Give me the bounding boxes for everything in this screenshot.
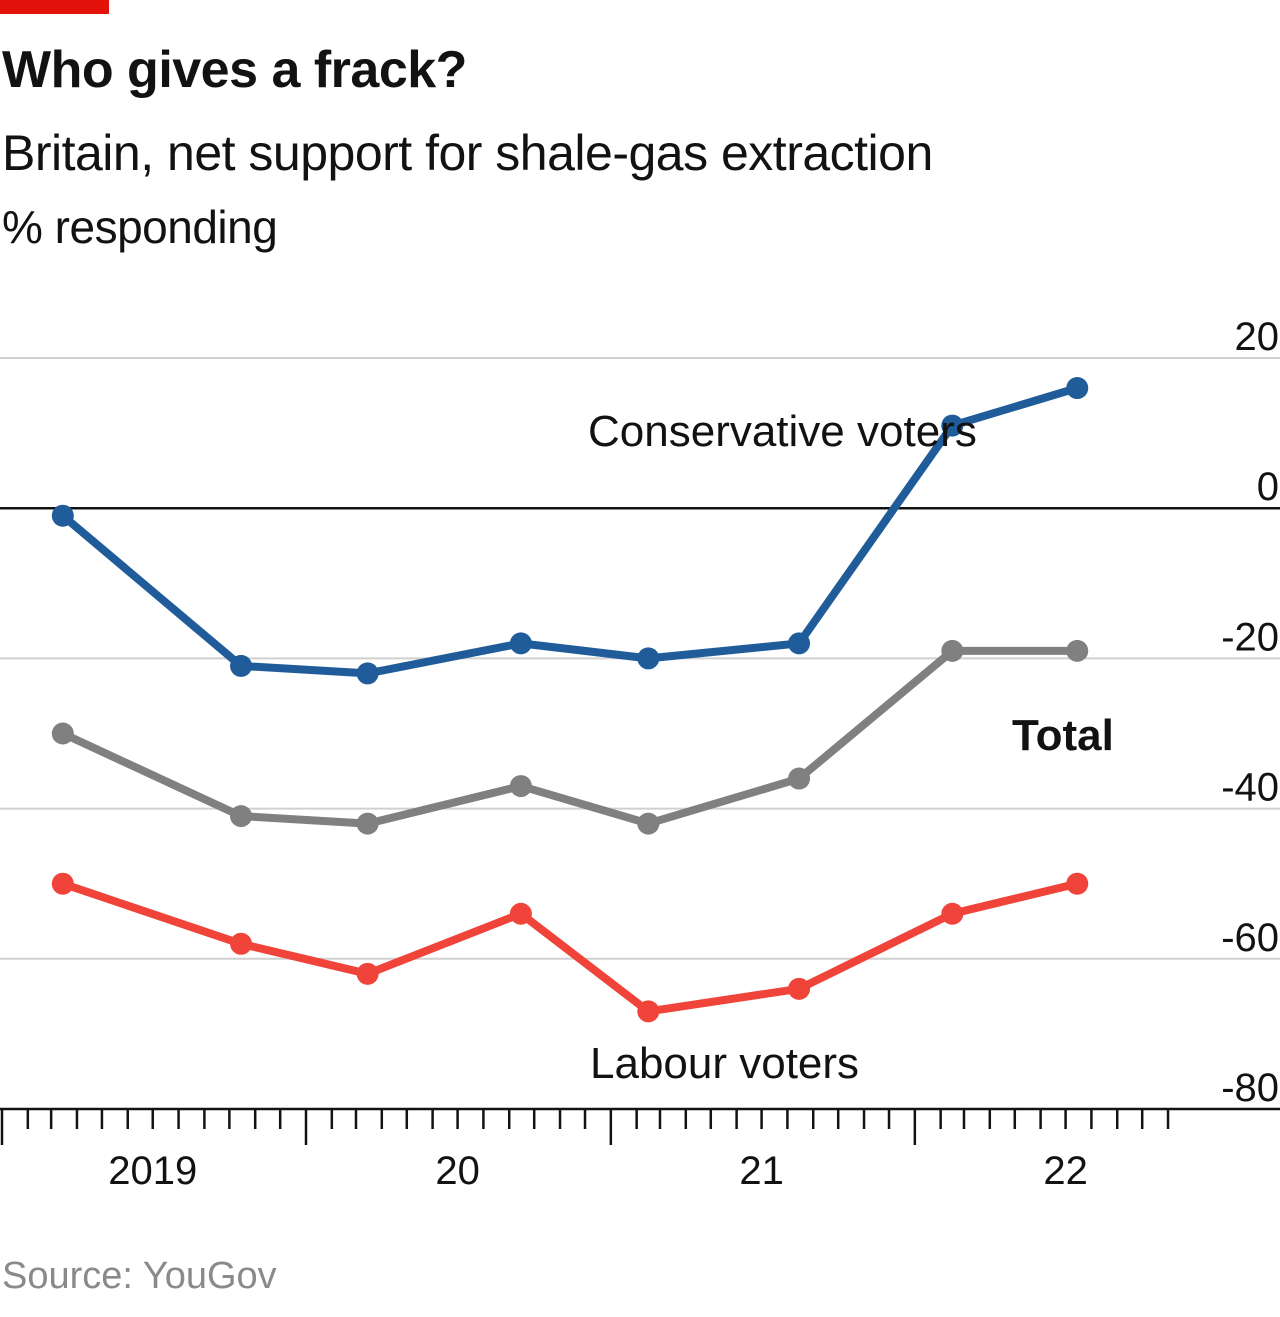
data-point <box>230 805 253 828</box>
chart-subtitle: Britain, net support for shale-gas extra… <box>2 125 933 181</box>
data-point <box>941 414 964 437</box>
data-point <box>356 962 379 985</box>
data-point <box>51 504 74 527</box>
data-point <box>509 632 532 655</box>
y-tick-label: -40 <box>1221 766 1279 810</box>
y-tick-label: -20 <box>1221 615 1279 659</box>
data-point <box>51 872 74 895</box>
x-tick-label: 2019 <box>108 1149 197 1193</box>
x-tick-label: 20 <box>435 1149 480 1193</box>
y-tick-label: 0 <box>1257 465 1279 509</box>
brand-accent-bar <box>0 0 109 14</box>
x-tick-label: 22 <box>1043 1149 1088 1193</box>
series-line-conservative-voters <box>58 384 1082 678</box>
data-point <box>356 662 379 685</box>
y-tick-label: 20 <box>1235 315 1280 359</box>
series-label: Total <box>1012 711 1114 760</box>
chart-title: Who gives a frack? <box>2 41 467 99</box>
data-point <box>230 932 253 955</box>
data-point <box>637 647 660 670</box>
data-point <box>941 902 964 925</box>
data-point <box>356 812 379 835</box>
data-point <box>637 1000 660 1023</box>
data-point <box>509 902 532 925</box>
data-point <box>788 977 811 1000</box>
series-label: Labour voters <box>590 1039 859 1088</box>
data-point <box>1066 639 1089 662</box>
line-chart: 20 0 -20 -40 -60 -80 2019 20 21 22 Conservative vo… <box>0 315 1280 1193</box>
data-point <box>788 767 811 790</box>
x-tick-label: 21 <box>739 1149 784 1193</box>
data-point <box>941 639 964 662</box>
data-point <box>637 812 660 835</box>
y-tick-label: -80 <box>1221 1066 1279 1110</box>
data-point <box>509 775 532 798</box>
data-point <box>51 722 74 745</box>
series-line-labour-voters <box>58 879 1082 1016</box>
data-point <box>230 654 253 677</box>
data-point <box>1066 872 1089 895</box>
data-point <box>788 632 811 655</box>
source-note: Source: YouGov <box>2 1255 277 1297</box>
series-label: Conservative voters <box>588 407 977 456</box>
series-line-total <box>58 646 1082 828</box>
data-point <box>1066 377 1089 400</box>
chart-unit-label: % responding <box>2 201 278 253</box>
y-tick-label: -60 <box>1221 916 1279 960</box>
